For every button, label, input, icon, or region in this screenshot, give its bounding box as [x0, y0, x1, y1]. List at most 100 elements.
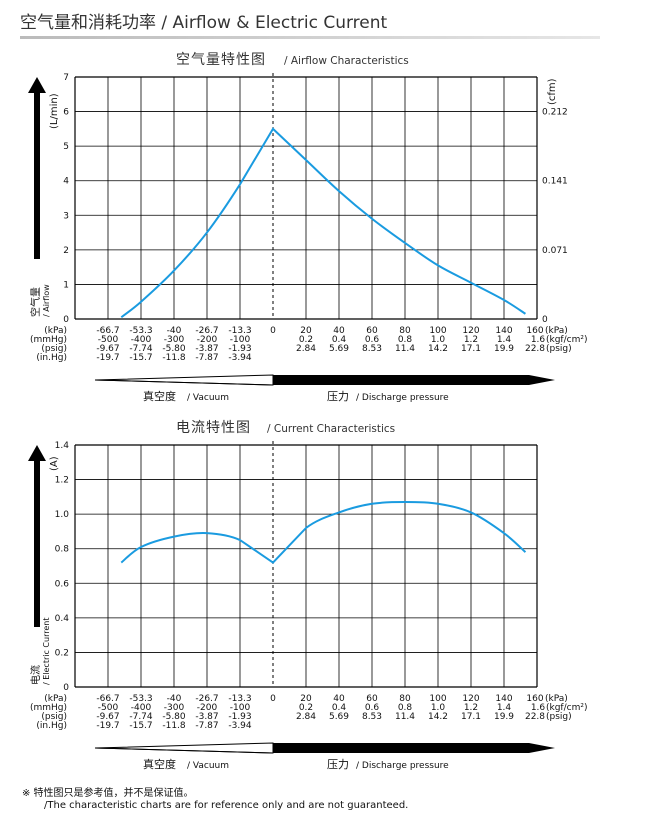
- y-tick-label: 0.2: [55, 648, 69, 658]
- axis-arrow-shaft: [34, 89, 40, 259]
- x-unit-right: (kgf/cm²): [546, 335, 587, 345]
- x-tick-kgf: 0.4: [332, 335, 347, 345]
- left-axis-unit: (L/min): [49, 93, 60, 129]
- x-tick-kpa: 120: [462, 326, 479, 336]
- x-tick-vacuum: -300: [164, 335, 185, 345]
- x-unit-label: (mmHg): [30, 335, 67, 345]
- data-curve: [120, 501, 527, 564]
- data-curve: [120, 127, 526, 319]
- x-tick-vacuum: -5.80: [162, 712, 186, 722]
- x-tick-vacuum: -3.94: [228, 721, 252, 731]
- chart-title-en: / Airflow Characteristics: [284, 55, 409, 67]
- x-tick-psig: 19.9: [494, 344, 514, 354]
- x-tick-psig: 17.1: [461, 344, 481, 354]
- y-tick-label: 0: [63, 683, 69, 693]
- axis-name-en: / Airflow: [42, 284, 51, 317]
- axis-name-cn: 空气量: [29, 287, 42, 317]
- x-tick-vacuum: -40: [167, 326, 182, 336]
- x-tick-psig: 11.4: [395, 344, 415, 354]
- x-tick-kgf: 0.2: [299, 335, 313, 345]
- x-tick-kpa: 60: [366, 694, 378, 704]
- pressure-band-label-en: / Discharge pressure: [356, 393, 449, 403]
- x-tick-vacuum: -5.80: [162, 344, 186, 354]
- title-divider: [20, 36, 600, 39]
- x-tick-psig: 2.84: [296, 344, 316, 354]
- y-tick-label: 0.4: [55, 614, 70, 624]
- x-tick-kgf: 1.6: [531, 703, 546, 713]
- x-tick-psig: 5.69: [329, 712, 349, 722]
- vacuum-band-label-cn: 真空度: [143, 757, 176, 771]
- y-tick-label: 1.2: [55, 476, 69, 486]
- x-tick-vacuum: -19.7: [96, 721, 119, 731]
- x-unit-right: (psig): [546, 712, 572, 722]
- x-tick-vacuum: -7.74: [129, 344, 153, 354]
- x-tick-vacuum: -26.7: [195, 326, 218, 336]
- x-tick-kgf: 1.0: [431, 335, 446, 345]
- left-axis-unit: (A): [49, 456, 60, 471]
- vacuum-band-label-cn: 真空度: [143, 389, 176, 403]
- x-tick-vacuum: -7.87: [195, 353, 218, 363]
- vacuum-band: [94, 374, 274, 386]
- footnote-cn: ※ 特性图只是参考值，并不是保证值。: [22, 788, 194, 799]
- x-tick-vacuum: -9.67: [96, 344, 119, 354]
- x-tick-psig: 11.4: [395, 712, 415, 722]
- x-tick-vacuum: -66.7: [96, 326, 119, 336]
- x-tick-kpa: 100: [429, 694, 446, 704]
- x-unit-label: (in.Hg): [36, 721, 67, 731]
- x-tick-kgf: 0.8: [398, 335, 413, 345]
- x-tick-zero: 0: [270, 694, 276, 704]
- x-tick-kpa: 120: [462, 694, 479, 704]
- x-tick-vacuum: -13.3: [228, 694, 251, 704]
- x-tick-vacuum: -500: [98, 703, 119, 713]
- x-tick-kpa: 100: [429, 326, 446, 336]
- x-tick-vacuum: -400: [131, 703, 152, 713]
- x-tick-vacuum: -3.87: [195, 344, 218, 354]
- x-tick-vacuum: -15.7: [129, 353, 152, 363]
- x-unit-label: (psig): [41, 712, 67, 722]
- x-tick-vacuum: -3.94: [228, 353, 252, 363]
- y-tick-label: 0.8: [55, 545, 70, 555]
- chart-title-en: / Current Characteristics: [267, 423, 395, 435]
- x-tick-vacuum: -100: [230, 335, 251, 345]
- vacuum-band-edge: [94, 379, 274, 386]
- x-tick-vacuum: -200: [197, 703, 218, 713]
- axis-arrow-head: [28, 445, 46, 461]
- x-tick-kpa: 140: [495, 326, 512, 336]
- y-tick-label: 4: [63, 177, 69, 187]
- x-tick-psig: 5.69: [329, 344, 349, 354]
- x-tick-kpa: 60: [366, 326, 378, 336]
- x-unit-label: (kPa): [44, 326, 67, 336]
- x-unit-label: (kPa): [44, 694, 67, 704]
- axis-arrow-shaft: [34, 457, 40, 627]
- x-tick-kgf: 1.4: [497, 703, 512, 713]
- right-tick-label: 0.212: [542, 108, 568, 118]
- x-tick-kgf: 0.6: [365, 335, 380, 345]
- x-tick-kpa: 20: [300, 326, 312, 336]
- y-tick-label: 0: [63, 315, 69, 325]
- page-title: 空气量和消耗功率 / Airflow & Electric Current: [20, 13, 388, 33]
- x-tick-vacuum: -1.93: [228, 344, 251, 354]
- x-tick-vacuum: -500: [98, 335, 119, 345]
- x-tick-psig: 19.9: [494, 712, 514, 722]
- x-tick-vacuum: -400: [131, 335, 152, 345]
- right-tick-label: 0.071: [542, 246, 568, 256]
- axis-name-en: / Electric Current: [42, 618, 51, 685]
- x-tick-kgf: 0.4: [332, 703, 347, 713]
- x-unit-label: (in.Hg): [36, 353, 67, 363]
- x-tick-kgf: 1.0: [431, 703, 446, 713]
- right-tick-label: 0.141: [542, 177, 568, 187]
- pressure-band: [273, 375, 555, 385]
- x-tick-vacuum: -100: [230, 703, 251, 713]
- x-tick-psig: 22.8: [525, 344, 545, 354]
- x-unit-right: (kPa): [545, 694, 568, 704]
- x-unit-right: (psig): [546, 344, 572, 354]
- x-tick-kpa: 160: [526, 326, 543, 336]
- x-tick-vacuum: -11.8: [162, 353, 186, 363]
- x-unit-right: (kPa): [545, 326, 568, 336]
- x-tick-vacuum: -53.3: [129, 694, 152, 704]
- x-tick-psig: 8.53: [362, 344, 382, 354]
- y-tick-label: 1.0: [55, 510, 70, 520]
- pressure-band: [273, 743, 555, 753]
- pressure-band-label-cn: 压力: [327, 390, 349, 403]
